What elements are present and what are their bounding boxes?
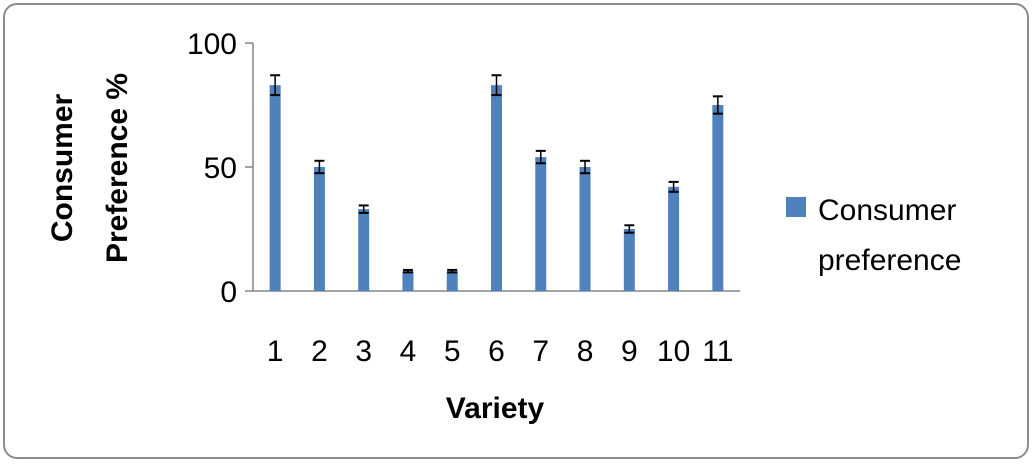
bar-variety-11 bbox=[712, 105, 724, 291]
y-axis-title-line1: Consumer bbox=[46, 93, 79, 242]
bar-variety-10 bbox=[668, 186, 680, 291]
bar-variety-9 bbox=[623, 229, 635, 291]
error-bar-variety-4 bbox=[402, 268, 413, 274]
y-tick-label-100: 100 bbox=[187, 28, 237, 61]
x-tick-labels: 1 2 3 4 5 6 7 8 9 10 11 bbox=[267, 335, 734, 368]
error-bar-variety-9 bbox=[624, 224, 635, 234]
error-bar-variety-6 bbox=[491, 74, 502, 97]
bar-variety-8 bbox=[579, 167, 591, 291]
x-tick-label-5: 5 bbox=[444, 335, 461, 368]
x-tick-label-11: 11 bbox=[702, 335, 733, 368]
error-bar-variety-10 bbox=[668, 180, 679, 193]
error-bar-variety-2 bbox=[314, 159, 325, 175]
error-bars bbox=[270, 74, 723, 274]
bar-variety-1 bbox=[269, 85, 281, 291]
bars bbox=[269, 85, 724, 291]
legend-label-line1: Consumer bbox=[818, 194, 956, 227]
chart-frame bbox=[3, 3, 1029, 459]
legend-swatch bbox=[786, 197, 806, 217]
x-tick-label-4: 4 bbox=[400, 335, 417, 368]
bar-variety-6 bbox=[491, 85, 502, 291]
bar-variety-5 bbox=[446, 271, 458, 291]
x-tick-label-3: 3 bbox=[355, 335, 372, 368]
x-tick-label-10: 10 bbox=[657, 335, 690, 368]
error-bar-variety-3 bbox=[358, 204, 369, 214]
y-tick-labels: 0 50 100 bbox=[187, 28, 237, 309]
bar-variety-2 bbox=[313, 167, 325, 291]
x-tick-label-6: 6 bbox=[488, 335, 505, 368]
error-bar-variety-8 bbox=[580, 159, 591, 175]
error-bar-variety-5 bbox=[447, 268, 458, 274]
error-bar-variety-1 bbox=[270, 74, 281, 97]
x-tick-label-9: 9 bbox=[621, 335, 638, 368]
x-tick-label-8: 8 bbox=[577, 335, 594, 368]
legend-label-line2: preference bbox=[818, 244, 961, 277]
y-axis-title-line2: Preference % bbox=[101, 73, 134, 263]
x-tick-label-1: 1 bbox=[267, 335, 284, 368]
y-axis-title: Consumer Preference % bbox=[46, 73, 134, 263]
error-bar-variety-7 bbox=[535, 149, 546, 165]
bar-variety-3 bbox=[358, 209, 370, 291]
x-axis-title: Variety bbox=[446, 392, 545, 425]
y-tick-label-50: 50 bbox=[204, 152, 237, 185]
error-bar-variety-11 bbox=[712, 95, 723, 115]
legend: Consumer preference bbox=[786, 194, 961, 277]
bar-variety-4 bbox=[402, 271, 414, 291]
bar-variety-7 bbox=[535, 157, 547, 291]
y-tick-label-0: 0 bbox=[220, 276, 237, 309]
x-tick-label-7: 7 bbox=[532, 335, 549, 368]
x-tick-label-2: 2 bbox=[311, 335, 328, 368]
